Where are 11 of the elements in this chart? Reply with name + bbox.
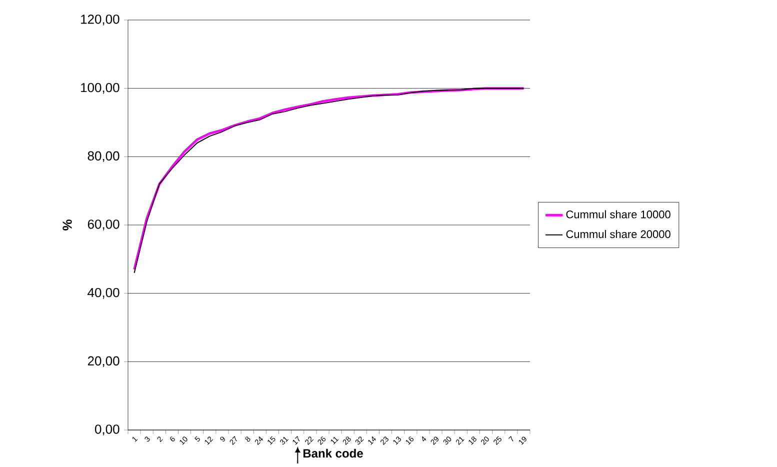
y-tick-label: 120,00 [81,14,120,26]
y-tick-label: 100,00 [81,82,120,94]
y-tick-label: 0,00 [95,424,120,436]
y-tick-label: 60,00 [88,220,120,230]
y-axis-title: % [62,220,72,230]
y-tick-label: 80,00 [88,151,120,162]
y-tick-label: 40,00 [88,288,120,299]
y-tick-label: 20,00 [88,356,120,368]
legend-label: Cummul share 20000 [566,230,670,238]
x-axis-title: Bank code [303,448,363,458]
legend-label: Cummul share 10000 [566,210,670,218]
